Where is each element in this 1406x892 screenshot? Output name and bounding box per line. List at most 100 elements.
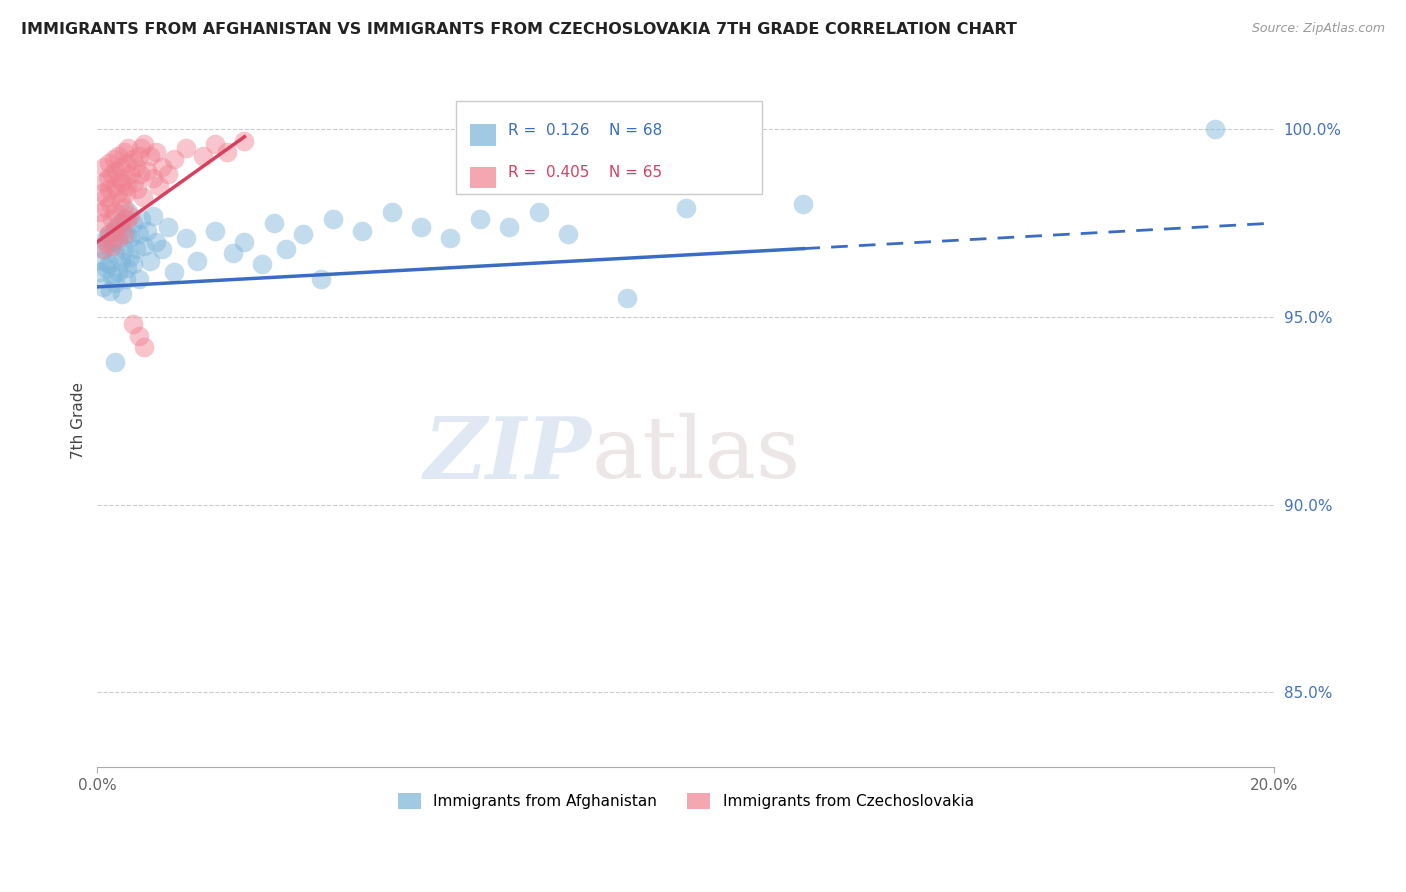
Point xyxy=(150,160,173,174)
Point xyxy=(117,204,139,219)
Point xyxy=(309,272,332,286)
Point xyxy=(174,141,197,155)
Point xyxy=(107,265,129,279)
Point xyxy=(115,178,138,193)
Point xyxy=(115,156,138,170)
Point xyxy=(104,355,127,369)
Point xyxy=(468,212,491,227)
Text: R =  0.126    N = 68: R = 0.126 N = 68 xyxy=(508,123,662,138)
Point xyxy=(128,272,150,286)
Point xyxy=(148,178,170,193)
Text: atlas: atlas xyxy=(592,413,800,497)
Point xyxy=(675,201,697,215)
Point xyxy=(124,243,146,257)
Point xyxy=(128,328,150,343)
Point xyxy=(104,246,127,260)
Point xyxy=(98,284,121,298)
Point xyxy=(121,216,143,230)
Point xyxy=(616,291,638,305)
Point xyxy=(233,235,256,249)
Point xyxy=(145,235,167,249)
Point xyxy=(108,216,131,230)
Legend: Immigrants from Afghanistan, Immigrants from Czechoslovakia: Immigrants from Afghanistan, Immigrants … xyxy=(392,787,980,815)
Point xyxy=(93,243,115,257)
Point xyxy=(527,204,550,219)
Point xyxy=(104,276,127,290)
Point xyxy=(91,216,114,230)
Point xyxy=(128,227,150,242)
Point xyxy=(128,167,150,181)
Point xyxy=(93,160,115,174)
Point xyxy=(292,227,315,242)
Point xyxy=(93,175,115,189)
Point xyxy=(118,167,141,181)
Point xyxy=(132,190,155,204)
Point xyxy=(163,153,186,167)
Point xyxy=(124,160,146,174)
Point xyxy=(114,272,136,286)
Point xyxy=(118,231,141,245)
Point xyxy=(107,186,129,200)
Point xyxy=(97,171,120,186)
Point xyxy=(498,219,520,234)
Point xyxy=(134,238,156,252)
Point xyxy=(112,243,135,257)
Point xyxy=(110,194,132,208)
Point xyxy=(112,145,135,159)
Point xyxy=(98,182,121,196)
Point xyxy=(204,224,226,238)
Point xyxy=(108,171,131,186)
Point xyxy=(1204,122,1226,136)
Point xyxy=(103,153,125,167)
Point xyxy=(98,257,121,271)
Point xyxy=(101,167,124,181)
Point xyxy=(91,186,114,200)
Point xyxy=(139,148,162,162)
Point xyxy=(128,148,150,162)
Point xyxy=(96,190,118,204)
Point xyxy=(117,141,139,155)
Point xyxy=(233,134,256,148)
Point xyxy=(142,209,165,223)
Text: IMMIGRANTS FROM AFGHANISTAN VS IMMIGRANTS FROM CZECHOSLOVAKIA 7TH GRADE CORRELAT: IMMIGRANTS FROM AFGHANISTAN VS IMMIGRANT… xyxy=(21,22,1017,37)
Point xyxy=(101,212,124,227)
Point xyxy=(110,253,132,268)
Point xyxy=(163,265,186,279)
Point xyxy=(131,212,153,227)
Point xyxy=(127,182,149,196)
Point xyxy=(139,253,162,268)
Point xyxy=(121,257,143,271)
Y-axis label: 7th Grade: 7th Grade xyxy=(72,382,86,458)
Point xyxy=(250,257,273,271)
Point xyxy=(115,212,138,227)
Point xyxy=(97,238,120,252)
Point xyxy=(91,243,114,257)
Point xyxy=(98,156,121,170)
Point xyxy=(107,148,129,162)
Point xyxy=(322,212,344,227)
Point xyxy=(107,231,129,245)
Point xyxy=(156,167,179,181)
Point xyxy=(115,227,138,242)
Point xyxy=(150,243,173,257)
Point xyxy=(104,178,127,193)
Point xyxy=(121,318,143,332)
Point xyxy=(142,171,165,186)
Point xyxy=(105,219,128,234)
FancyBboxPatch shape xyxy=(457,101,762,194)
Point xyxy=(439,231,461,245)
Point xyxy=(118,250,141,264)
FancyBboxPatch shape xyxy=(471,125,496,146)
Point xyxy=(96,235,118,249)
Text: Source: ZipAtlas.com: Source: ZipAtlas.com xyxy=(1251,22,1385,36)
Point xyxy=(136,163,159,178)
Point xyxy=(101,268,124,283)
Point xyxy=(156,219,179,234)
Point xyxy=(107,235,129,249)
Point xyxy=(112,227,135,242)
Point xyxy=(131,141,153,155)
Point xyxy=(89,265,111,279)
Point xyxy=(115,261,138,276)
FancyBboxPatch shape xyxy=(471,167,496,188)
Point xyxy=(98,227,121,242)
